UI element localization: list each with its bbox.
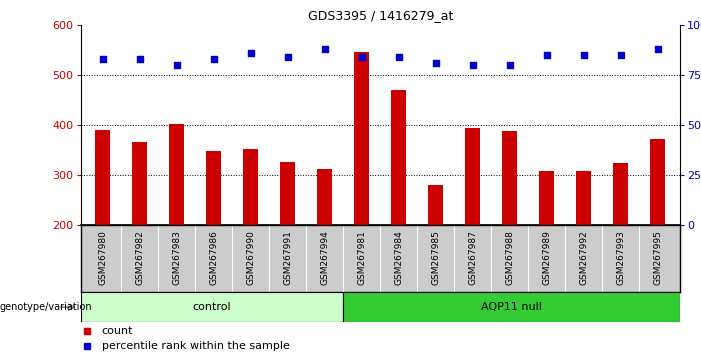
Text: percentile rank within the sample: percentile rank within the sample	[102, 341, 290, 351]
Bar	[170, 124, 184, 225]
Bar	[503, 131, 517, 225]
Text: GSM267987: GSM267987	[468, 230, 477, 285]
Point	[430, 60, 442, 65]
Bar	[243, 149, 258, 225]
Bar	[95, 130, 110, 225]
Point	[208, 56, 219, 62]
Text: GSM267988: GSM267988	[505, 230, 515, 285]
Bar	[318, 169, 332, 225]
Point	[81, 328, 93, 334]
Bar	[613, 163, 628, 225]
Bar	[428, 185, 443, 225]
Text: GSM267994: GSM267994	[320, 230, 329, 285]
Text: GSM267986: GSM267986	[210, 230, 218, 285]
Text: GSM267993: GSM267993	[616, 230, 625, 285]
Bar	[391, 90, 406, 225]
Point	[171, 62, 182, 68]
Bar	[280, 162, 295, 225]
Point	[134, 56, 145, 62]
Bar	[355, 52, 369, 225]
Point	[652, 46, 663, 52]
Point	[615, 52, 627, 58]
Point	[393, 54, 404, 59]
Text: count: count	[102, 326, 133, 336]
Point	[283, 54, 294, 59]
Bar	[576, 171, 591, 225]
Text: GSM267990: GSM267990	[246, 230, 255, 285]
Point	[97, 56, 109, 62]
Text: AQP11 null: AQP11 null	[481, 302, 542, 312]
Bar	[465, 128, 480, 225]
Bar	[343, 292, 680, 322]
Text: GSM267980: GSM267980	[98, 230, 107, 285]
Bar	[651, 139, 665, 225]
Point	[504, 62, 515, 68]
Bar	[132, 142, 147, 225]
Text: control: control	[192, 302, 231, 312]
Bar	[206, 151, 222, 225]
Text: GSM267982: GSM267982	[135, 230, 144, 285]
Text: genotype/variation: genotype/variation	[0, 302, 93, 312]
Point	[467, 62, 478, 68]
Text: GSM267991: GSM267991	[283, 230, 292, 285]
Point	[541, 52, 552, 58]
Text: GSM267992: GSM267992	[579, 230, 588, 285]
Text: GSM267983: GSM267983	[172, 230, 182, 285]
Text: GSM267995: GSM267995	[653, 230, 662, 285]
Point	[245, 50, 257, 56]
Point	[81, 343, 93, 349]
Bar	[81, 292, 343, 322]
Bar	[539, 171, 554, 225]
Text: GSM267989: GSM267989	[543, 230, 551, 285]
Point	[356, 54, 367, 59]
Point	[319, 46, 330, 52]
Text: GSM267985: GSM267985	[431, 230, 440, 285]
Text: GSM267984: GSM267984	[394, 230, 403, 285]
Text: GSM267981: GSM267981	[358, 230, 367, 285]
Title: GDS3395 / 1416279_at: GDS3395 / 1416279_at	[308, 9, 453, 22]
Point	[578, 52, 590, 58]
